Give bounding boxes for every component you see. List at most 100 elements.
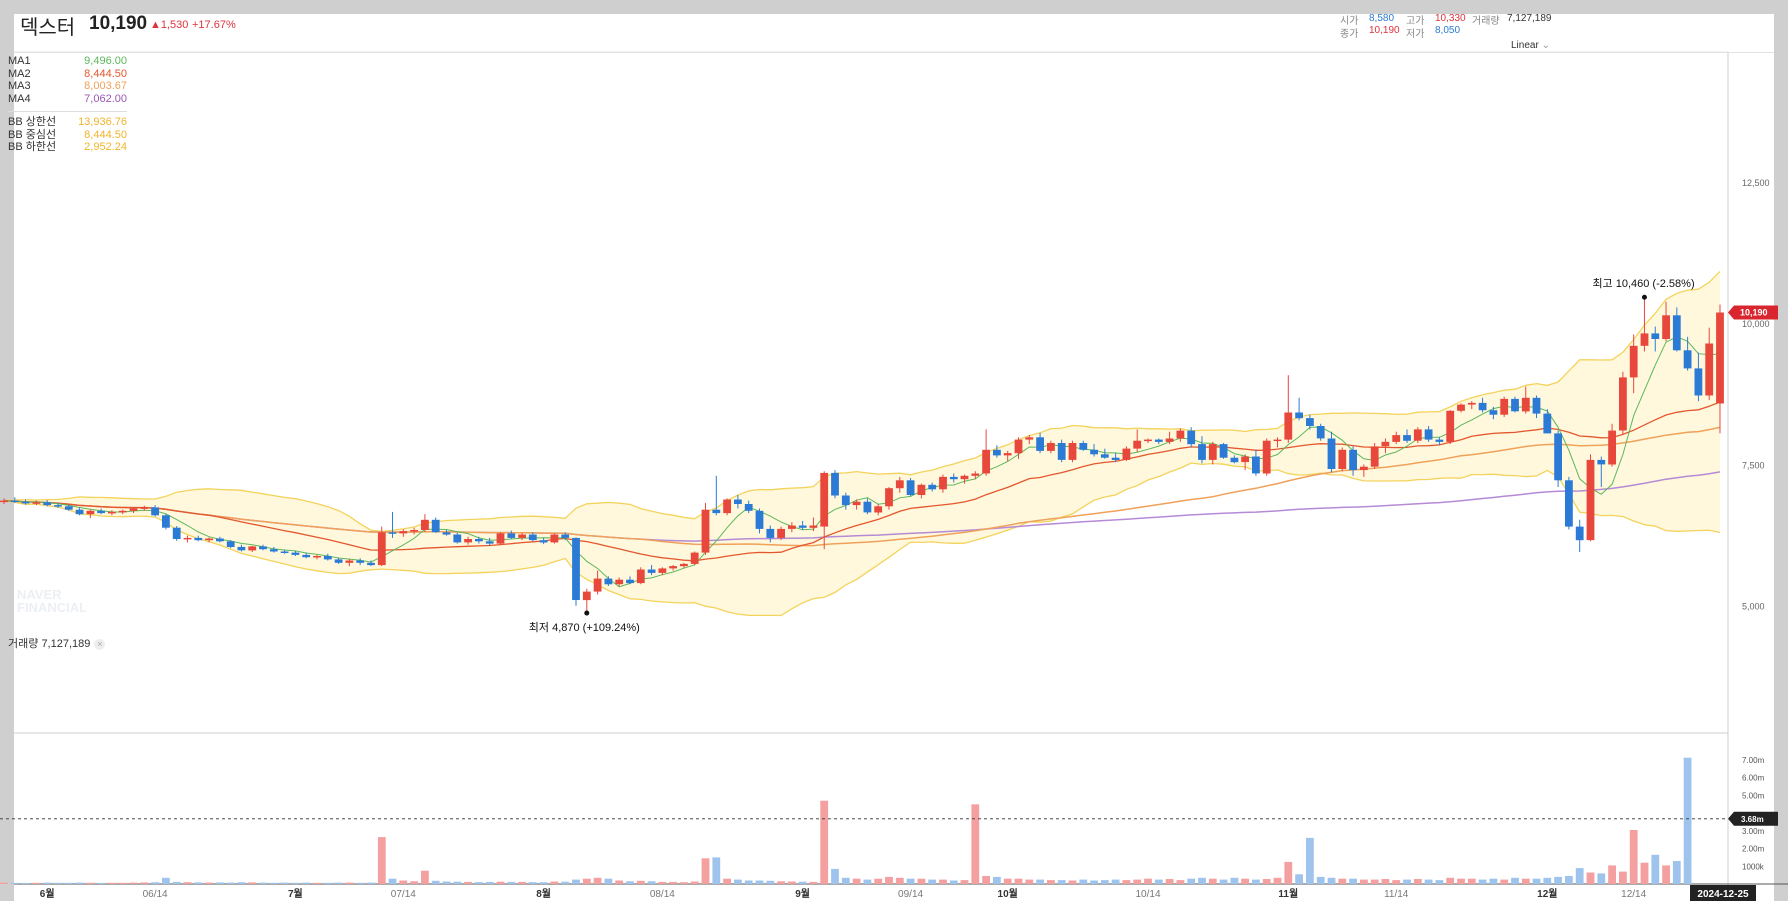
indicator-legend: MA1 9,496.00 MA2 8,444.50 MA3 8,003.67 MA4 7…	[8, 55, 127, 154]
candle	[1284, 412, 1293, 440]
candle	[1198, 444, 1206, 460]
candle	[43, 502, 52, 506]
volume-bar	[162, 877, 170, 884]
ma1-line	[3, 336, 1721, 588]
candle	[1511, 398, 1519, 412]
volume-bar	[647, 881, 656, 884]
low-value: 8,050	[1435, 25, 1461, 36]
candle	[658, 568, 667, 573]
candle	[1457, 404, 1465, 411]
candle	[248, 546, 257, 551]
candle	[1047, 443, 1055, 451]
volume-bar	[367, 882, 375, 884]
candle	[302, 554, 311, 558]
candle	[1154, 439, 1163, 442]
candle	[431, 519, 440, 533]
candle	[10, 500, 19, 503]
volume-bar	[982, 876, 990, 884]
volume-bar	[1349, 878, 1357, 884]
current-price-tag	[1728, 305, 1778, 320]
candle	[1187, 430, 1196, 445]
price-change: ▲1,530	[150, 19, 189, 31]
legend-ma4[interactable]: MA4 7,062.00	[8, 92, 127, 105]
x-tick-label: 12/14	[1621, 889, 1646, 900]
candle	[399, 531, 408, 534]
volume-bar	[636, 880, 645, 884]
volume-bar	[475, 882, 483, 884]
candle	[755, 510, 764, 529]
candle	[259, 546, 267, 550]
x-tick-label: 06/14	[143, 889, 168, 900]
candle	[356, 560, 365, 563]
volume-tick-label: 3.00m	[1742, 827, 1765, 836]
volume-bar	[269, 882, 278, 884]
volume-bar	[97, 882, 105, 884]
candle	[1090, 449, 1098, 455]
volume-bar	[302, 882, 311, 884]
x-tick-label: 07/14	[391, 889, 416, 900]
volume-bar	[680, 882, 688, 884]
scale-mode-label: Linear	[1511, 40, 1539, 51]
volume-bar	[75, 882, 84, 884]
volume-panel-close-button[interactable]: ×	[94, 639, 106, 650]
candle	[1370, 446, 1379, 467]
candle	[550, 534, 559, 543]
candle	[1651, 333, 1660, 339]
volume-bar	[1154, 879, 1163, 884]
volume-bar	[1144, 878, 1152, 884]
candle	[766, 528, 775, 538]
scale-mode-dropdown[interactable]: Linear ⌄	[1511, 40, 1550, 51]
candle	[32, 502, 41, 504]
volume-bar	[1586, 872, 1595, 884]
candle	[723, 499, 731, 514]
candle	[1338, 449, 1347, 469]
candle	[1241, 456, 1249, 463]
volume-bar	[1608, 865, 1616, 884]
volume-bar	[928, 879, 937, 884]
volume-bar	[1565, 876, 1573, 884]
legend-bb-upper[interactable]: BB 상한선 13,936.76	[8, 116, 127, 128]
candle	[1500, 398, 1509, 415]
candle	[982, 449, 990, 474]
volume-bar	[1111, 879, 1120, 884]
volume-bar	[1640, 862, 1649, 884]
candle	[1392, 435, 1401, 442]
volume-bar	[1629, 830, 1638, 884]
candle	[64, 506, 73, 510]
legend-ma1[interactable]: MA1 9,496.00	[8, 55, 127, 67]
legend-bb-middle[interactable]: BB 중심선 8,444.50	[8, 128, 127, 141]
volume-bar	[377, 837, 386, 884]
candle	[1316, 426, 1325, 439]
volume-bar	[54, 882, 62, 884]
volume-value: 7,127,189	[1507, 13, 1552, 24]
volume-bar	[831, 868, 839, 884]
volume-bar	[960, 880, 969, 884]
volume-bar	[1176, 880, 1185, 884]
candle	[1079, 443, 1088, 450]
volume-bar	[626, 881, 634, 884]
current-date-tag	[1690, 885, 1756, 901]
volume-bar	[777, 881, 785, 884]
legend-bb-lower[interactable]: BB 하한선 2,952.24	[8, 141, 127, 153]
volume-bar	[1532, 878, 1541, 884]
y-tick-label: 12,500	[1742, 178, 1770, 188]
candle	[636, 569, 645, 584]
volume-bar	[1047, 880, 1055, 884]
candle	[118, 510, 127, 513]
volume-bar	[1036, 879, 1044, 884]
candle	[1068, 443, 1077, 460]
legend-ma3[interactable]: MA3 8,003.67	[8, 80, 127, 92]
candle	[604, 578, 613, 585]
volume-bar	[1252, 879, 1260, 884]
volume-bar	[820, 800, 829, 884]
candle	[388, 532, 397, 534]
legend-ma2[interactable]: MA2 8,444.50	[8, 67, 127, 80]
bb-upper-line	[3, 270, 1721, 533]
close-value: 10,190	[1369, 25, 1400, 36]
volume-bar	[1413, 879, 1422, 884]
bollinger-band-fill	[4, 271, 1720, 616]
volume-bar	[1651, 854, 1660, 884]
candle	[367, 562, 375, 566]
volume-bar	[1338, 878, 1347, 884]
